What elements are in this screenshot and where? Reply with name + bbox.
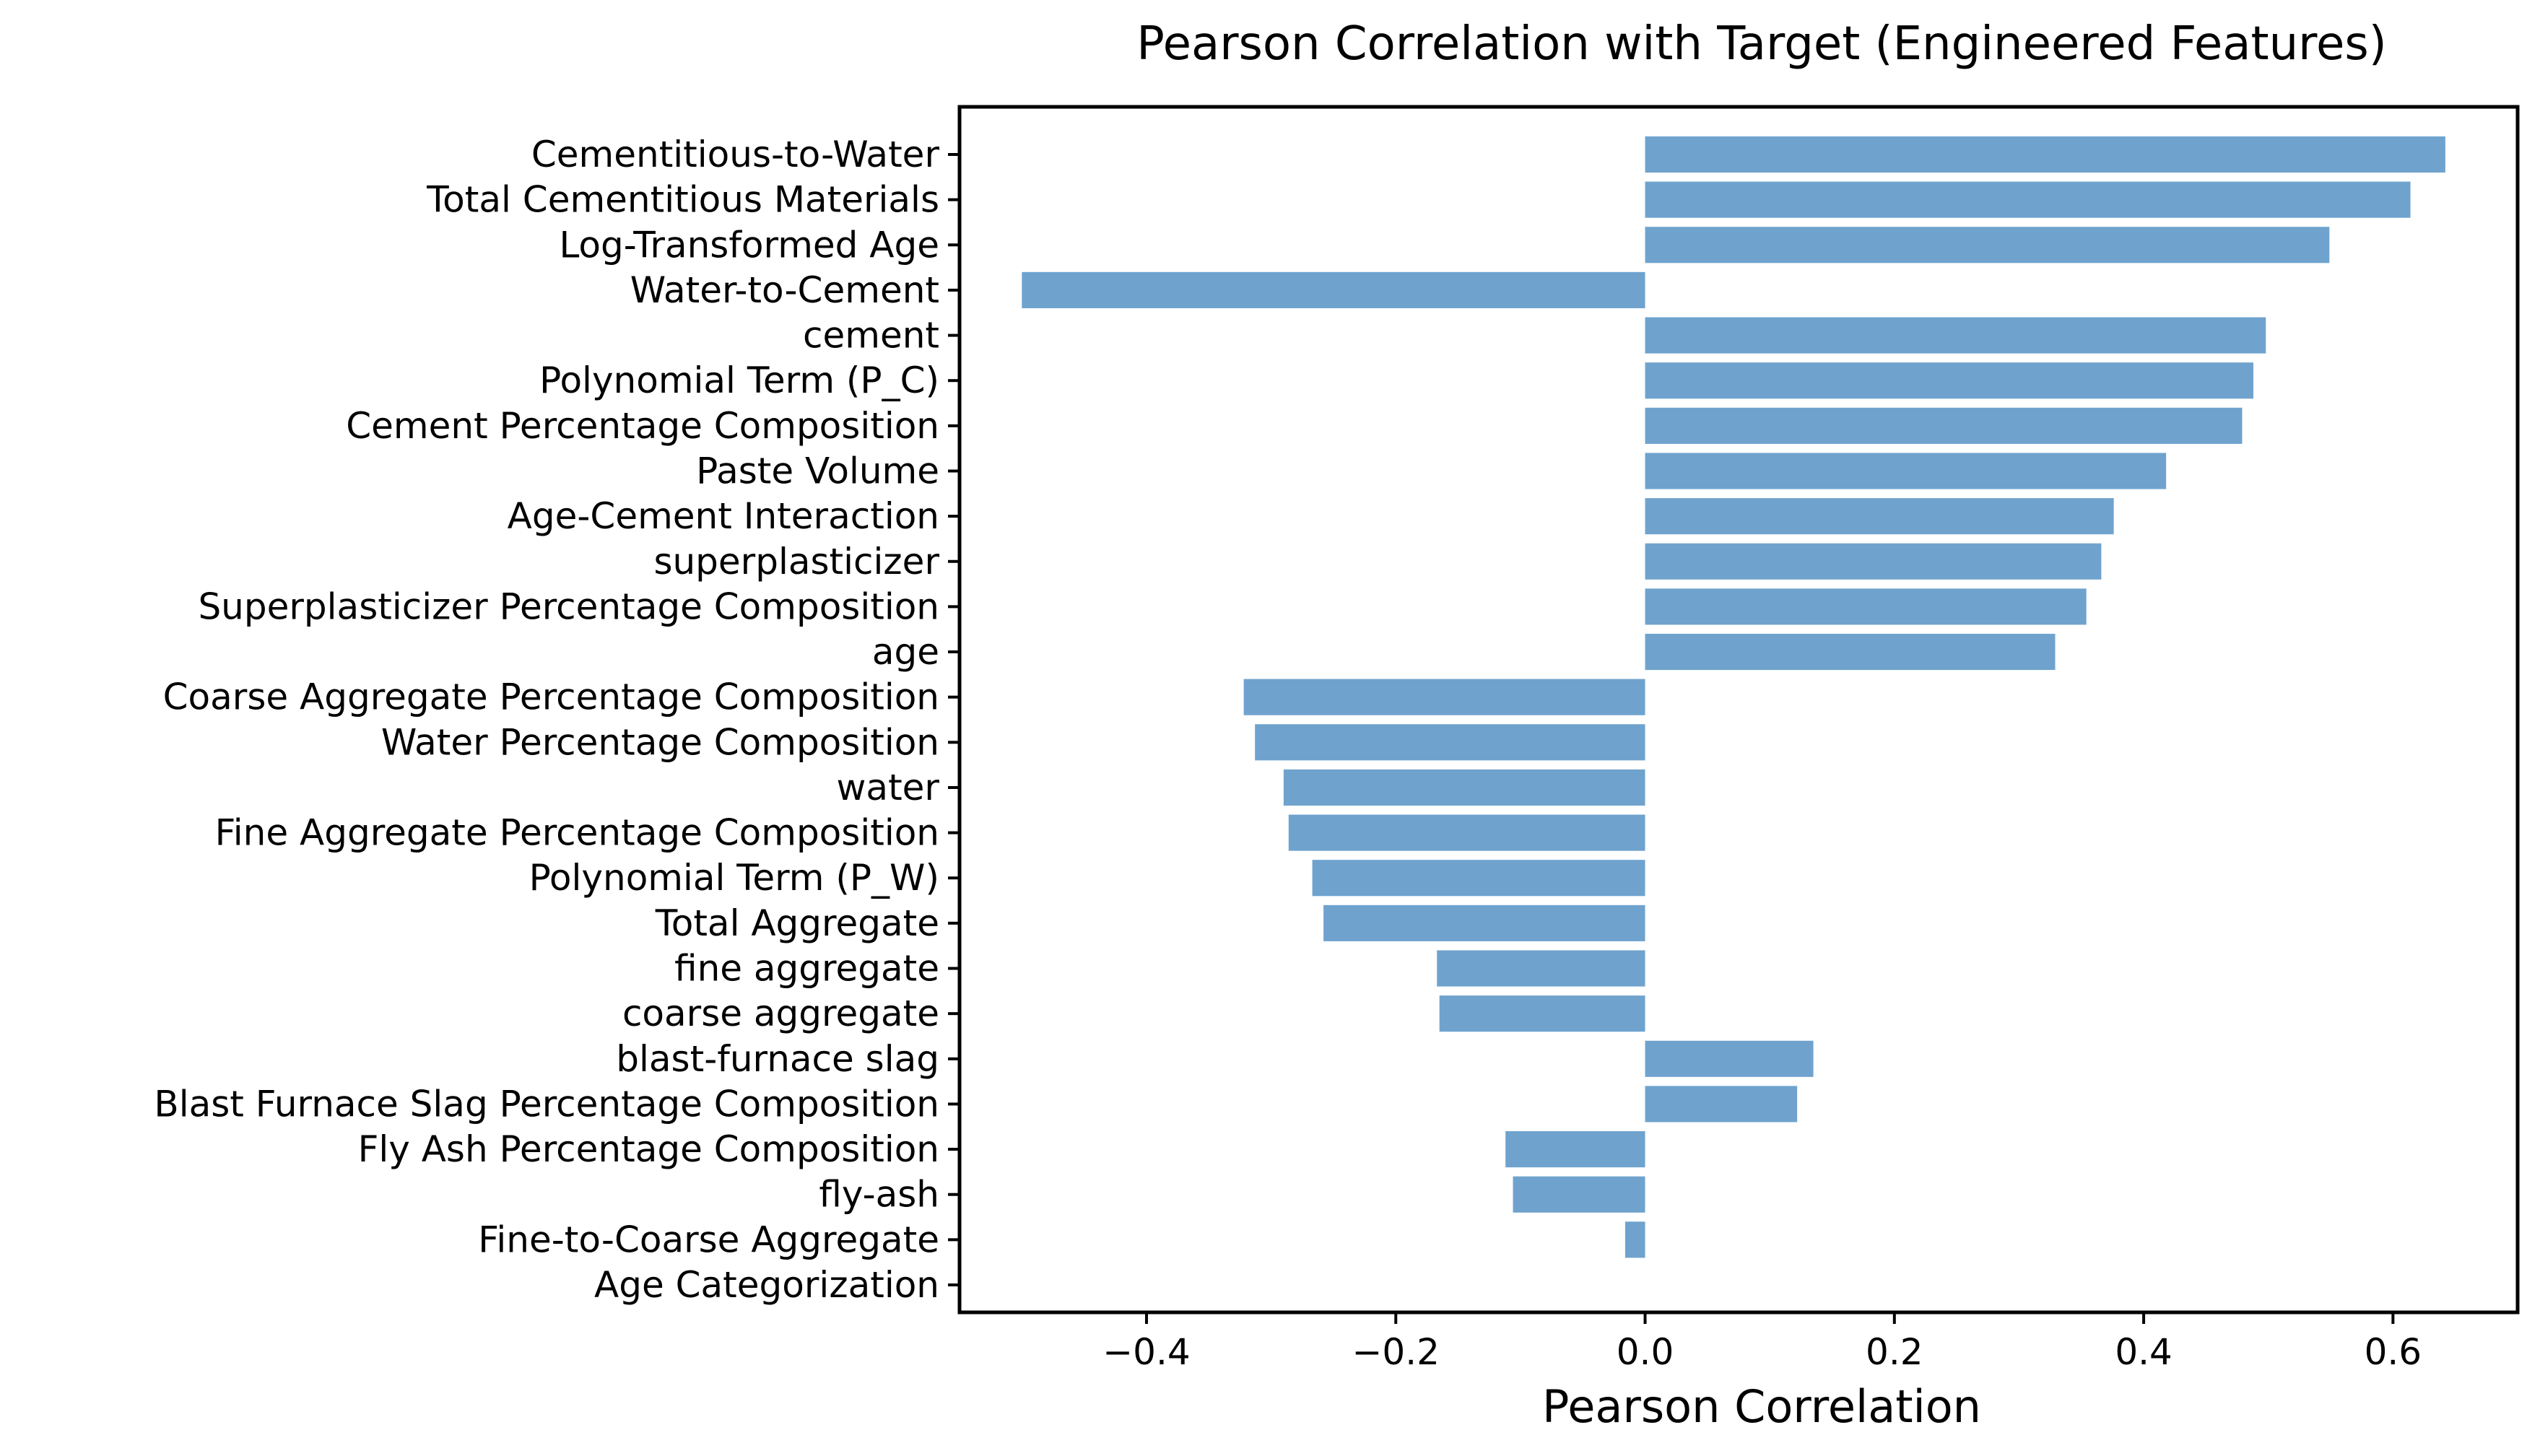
- bar: [1645, 498, 2114, 535]
- y-tick-label: Total Cementitious Materials: [426, 179, 939, 221]
- bar: [1255, 724, 1645, 761]
- y-tick-label: coarse aggregate: [622, 993, 939, 1034]
- y-tick-label: Polynomial Term (P_C): [539, 359, 939, 401]
- bar: [1645, 1040, 1814, 1077]
- y-tick-label: Polynomial Term (P_W): [529, 857, 939, 899]
- bar: [1645, 227, 2330, 263]
- bar: [1645, 453, 2167, 489]
- bar: [1505, 1131, 1645, 1168]
- bar: [1283, 769, 1645, 806]
- bar: [1312, 860, 1645, 897]
- y-tick-label: Fly Ash Percentage Composition: [358, 1128, 939, 1170]
- bar: [1323, 904, 1645, 941]
- x-tick-label: 0.2: [1866, 1331, 1923, 1373]
- bar: [1437, 950, 1645, 987]
- y-tick-label: Total Aggregate: [655, 902, 939, 944]
- bar: [1645, 588, 2087, 625]
- bar: [1645, 317, 2266, 354]
- bar: [1022, 271, 1645, 308]
- bar: [1513, 1176, 1645, 1213]
- y-tick-label: fine aggregate: [674, 948, 939, 990]
- y-tick-label: superplasticizer: [653, 541, 939, 583]
- y-tick-label: age: [872, 631, 939, 673]
- x-tick-label: 0.4: [2115, 1331, 2173, 1373]
- y-tick-label: Water-to-Cement: [630, 269, 939, 311]
- bar: [1243, 679, 1645, 715]
- x-axis-label: Pearson Correlation: [1542, 1380, 1981, 1433]
- y-tick-label: Fine-to-Coarse Aggregate: [478, 1219, 939, 1260]
- y-tick-label: Superplasticizer Percentage Composition: [198, 585, 939, 627]
- y-tick-label: Age Categorization: [594, 1264, 939, 1306]
- bars-group: [1022, 136, 2445, 1258]
- bar: [1645, 633, 2056, 671]
- x-tick-label: 0.6: [2365, 1331, 2422, 1373]
- y-tick-label: Coarse Aggregate Percentage Composition: [163, 676, 939, 718]
- bar: [1439, 995, 1645, 1032]
- y-tick-label: Water Percentage Composition: [381, 721, 939, 763]
- y-tick-label: Fine Aggregate Percentage Composition: [215, 812, 939, 854]
- y-tick-label: cement: [803, 315, 939, 357]
- bar: [1288, 814, 1645, 851]
- y-tick-label: Log-Transformed Age: [559, 224, 939, 266]
- y-tick-label: Blast Furnace Slag Percentage Compositio…: [154, 1083, 939, 1125]
- x-axis-ticks: −0.4 −0.2 0.0 0.2 0.4 0.6: [1102, 1312, 2422, 1373]
- plot-frame: [957, 105, 2520, 1315]
- bar: [1645, 362, 2254, 399]
- y-tick-label: blast-furnace slag: [616, 1038, 939, 1080]
- y-tick-label: Paste Volume: [696, 450, 939, 492]
- y-tick-label: Age-Cement Interaction: [508, 495, 939, 537]
- bar: [1645, 543, 2102, 580]
- x-tick-label: −0.4: [1102, 1331, 1190, 1373]
- x-tick-label: −0.2: [1352, 1331, 1440, 1373]
- y-tick-label: fly-ash: [819, 1174, 939, 1216]
- x-tick-label: 0.0: [1617, 1331, 1674, 1373]
- y-tick-label: Cement Percentage Composition: [346, 405, 939, 447]
- bar: [1645, 136, 2445, 173]
- bar: [1625, 1221, 1645, 1258]
- y-tick-label: water: [837, 767, 940, 808]
- chart-title: Pearson Correlation with Target (Enginee…: [1136, 17, 2386, 71]
- bar: [1645, 1086, 1798, 1122]
- bar: [1645, 181, 2411, 218]
- y-tick-label: Cementitious-to-Water: [531, 134, 940, 175]
- bar: [1645, 407, 2243, 444]
